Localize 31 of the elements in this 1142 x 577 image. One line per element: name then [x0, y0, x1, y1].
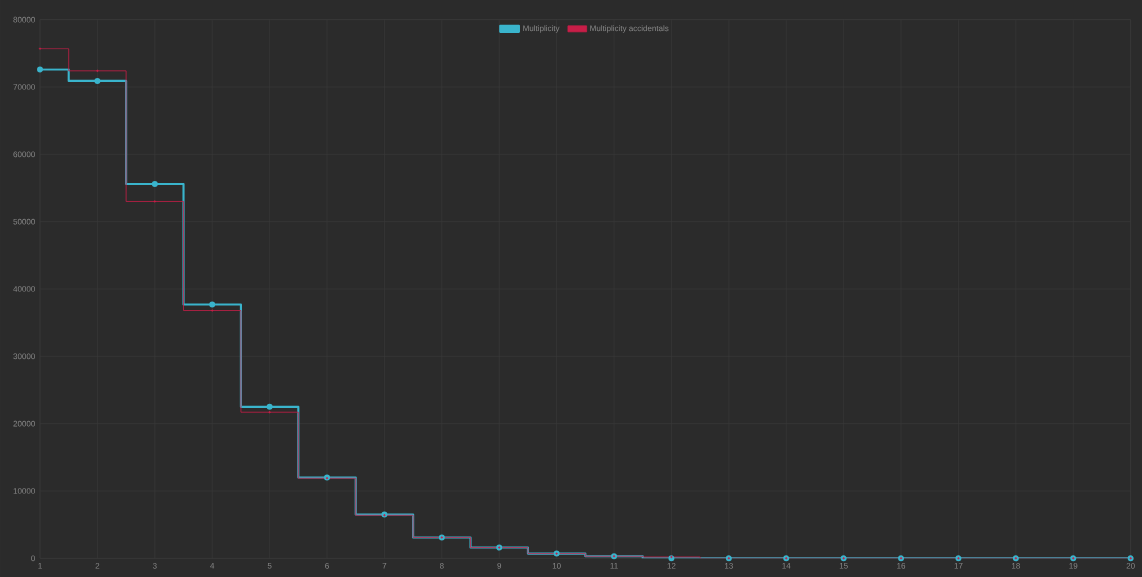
y-tick-label: 20000 — [13, 420, 35, 427]
legend-label: Multiplicity accidentals — [590, 25, 669, 33]
x-tick-label: 12 — [667, 563, 676, 569]
x-tick-label: 5 — [267, 563, 272, 569]
y-tick-label: 0 — [31, 555, 35, 562]
x-tick-label: 17 — [954, 563, 963, 569]
x-tick-label: 18 — [1012, 563, 1020, 569]
x-tick-label: 11 — [610, 563, 618, 569]
y-tick-label: 60000 — [13, 151, 35, 158]
x-tick-label: 4 — [210, 563, 215, 569]
x-tick-label: 6 — [325, 563, 329, 569]
x-tick-label: 3 — [152, 563, 157, 569]
x-tick-label: 7 — [382, 563, 387, 569]
x-tick-label: 1 — [38, 563, 42, 569]
x-tick-label: 19 — [1069, 563, 1078, 569]
x-tick-label: 8 — [439, 563, 444, 569]
x-tick-label: 13 — [725, 563, 733, 569]
y-tick-label: 30000 — [13, 353, 35, 360]
x-tick-label: 14 — [782, 563, 791, 569]
x-tick-label: 9 — [497, 563, 502, 569]
y-tick-label: 50000 — [13, 218, 35, 225]
x-tick-label: 10 — [552, 563, 561, 569]
x-tick-label: 20 — [1126, 563, 1135, 569]
legend-label: Multiplicity — [523, 25, 560, 33]
y-tick-label: 40000 — [13, 286, 35, 292]
y-tick-label: 70000 — [13, 84, 35, 90]
x-tick-label: 2 — [95, 563, 100, 569]
x-tick-label: 15 — [839, 563, 848, 569]
y-tick-label: 10000 — [13, 488, 35, 494]
y-tick-label: 80000 — [13, 16, 35, 23]
x-tick-label: 16 — [897, 563, 906, 569]
